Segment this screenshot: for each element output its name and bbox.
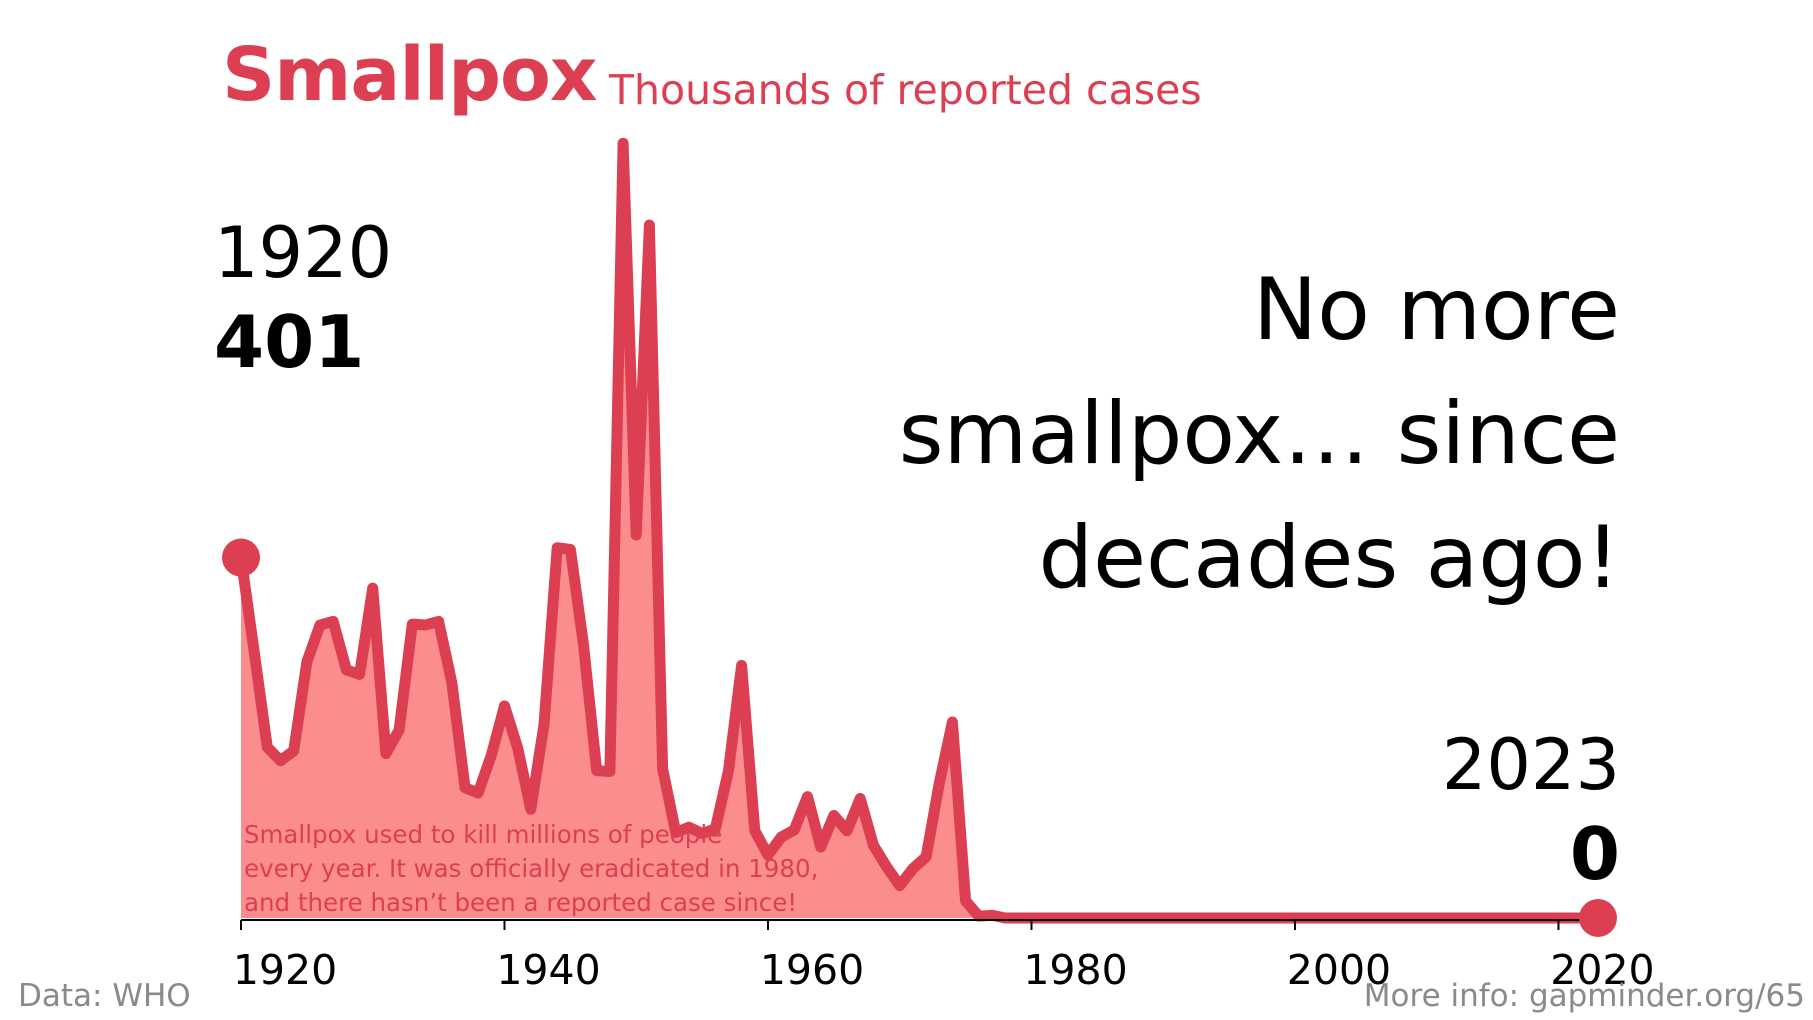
- x-tick-label: 2020: [1550, 946, 1654, 994]
- eradication-note: Smallpox used to kill millions of people…: [244, 818, 894, 920]
- end-value-label: 0: [1569, 812, 1620, 896]
- chart-subtitle: Thousands of reported cases: [609, 66, 1202, 114]
- x-tick-label: 1980: [1023, 946, 1127, 994]
- end-year-label: 2023: [1441, 724, 1620, 806]
- note-line: every year. It was officially eradicated…: [244, 854, 819, 883]
- headline-line: smallpox… since: [898, 384, 1620, 484]
- start-year-label: 1920: [214, 212, 393, 294]
- x-axis-ticks: 1920 1940 1960 1980 2000 2020: [233, 920, 1655, 994]
- x-tick-label: 1920: [233, 946, 337, 994]
- headline-line: No more: [1252, 260, 1620, 360]
- area-fill: [241, 143, 1598, 918]
- start-marker: [222, 538, 260, 577]
- headline: No more smallpox… since decades ago!: [740, 248, 1620, 620]
- note-line: Smallpox used to kill millions of people: [244, 820, 723, 849]
- start-value-label: 401: [214, 300, 365, 384]
- more-info-link[interactable]: More info: gapminder.org/65: [1363, 978, 1805, 1014]
- data-source: Data: WHO: [18, 978, 191, 1014]
- chart-title: Smallpox: [222, 32, 598, 118]
- x-tick-label: 1960: [760, 946, 864, 994]
- headline-line: decades ago!: [1038, 508, 1620, 608]
- note-line: and there hasn’t been a reported case si…: [244, 888, 798, 917]
- series-line: [235, 137, 1604, 924]
- x-tick-label: 2000: [1287, 946, 1391, 994]
- x-tick-label: 1940: [496, 946, 600, 994]
- end-marker: [1579, 899, 1617, 937]
